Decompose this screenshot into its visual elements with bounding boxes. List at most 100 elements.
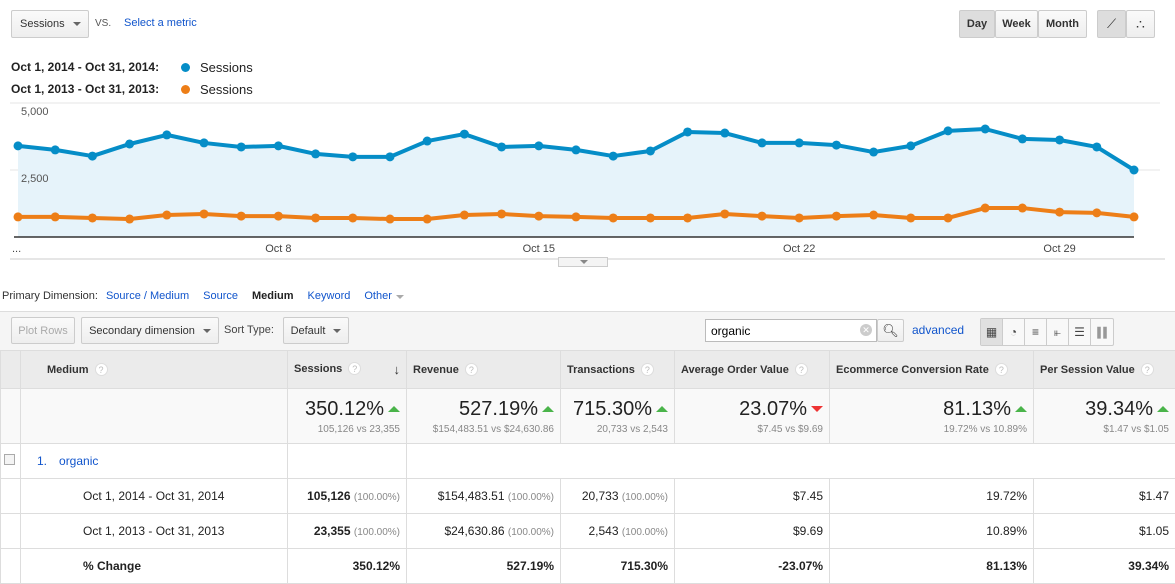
help-icon[interactable]: ? bbox=[95, 363, 108, 376]
header-ecommerce-conversion-rate[interactable]: Ecommerce Conversion Rate? bbox=[830, 351, 1034, 389]
data-point bbox=[1055, 135, 1064, 144]
arrow-down-icon bbox=[811, 406, 823, 412]
select-metric-link[interactable]: Select a metric bbox=[124, 17, 197, 29]
comparison-icon: ⫦ bbox=[1054, 325, 1061, 340]
data-point bbox=[348, 213, 357, 222]
table-row: Oct 1, 2013 - Oct 31, 2013 23,355 (100.0… bbox=[1, 514, 1175, 549]
legend: Oct 1, 2014 - Oct 31, 2014:Sessions Oct … bbox=[11, 56, 253, 100]
metric-dropdown[interactable]: Sessions bbox=[11, 10, 89, 38]
data-point bbox=[758, 138, 767, 147]
data-point bbox=[274, 141, 283, 150]
line-chart-button[interactable]: ⟋ bbox=[1097, 10, 1126, 38]
legend-label: Sessions bbox=[200, 60, 253, 75]
performance-view-button[interactable]: ≡ bbox=[1025, 319, 1047, 345]
header-per-session-value[interactable]: Per Session Value? bbox=[1034, 351, 1175, 389]
data-table: Medium? Sessions?↓ Revenue? Transactions… bbox=[0, 350, 1175, 584]
dimension-medium[interactable]: Medium bbox=[252, 290, 294, 302]
summary-cell: 715.30%20,733 vs 2,543 bbox=[561, 389, 675, 444]
table-view-button[interactable]: ▦ bbox=[981, 319, 1003, 345]
bar-chart-icon: ≡ bbox=[1032, 325, 1039, 339]
line-chart-icon: ⟋ bbox=[1107, 16, 1116, 32]
grid-icon: ▦ bbox=[986, 325, 997, 339]
data-point bbox=[869, 148, 878, 157]
comparison-view-button[interactable]: ⫦ bbox=[1047, 319, 1069, 345]
header-medium[interactable]: Medium? bbox=[21, 351, 288, 389]
help-icon[interactable]: ? bbox=[348, 362, 361, 375]
header-average-order-value[interactable]: Average Order Value? bbox=[675, 351, 830, 389]
organic-link[interactable]: organic bbox=[59, 454, 98, 468]
chevron-down-icon bbox=[396, 295, 404, 299]
x-tick-label: Oct 15 bbox=[523, 243, 555, 255]
data-point bbox=[460, 130, 469, 139]
data-point bbox=[125, 215, 134, 224]
chevron-down-icon bbox=[203, 329, 211, 333]
help-icon[interactable]: ? bbox=[995, 363, 1008, 376]
chevron-down-icon bbox=[73, 22, 81, 26]
data-point bbox=[311, 213, 320, 222]
chevron-down-icon bbox=[333, 329, 341, 333]
data-point bbox=[51, 212, 60, 221]
data-point bbox=[720, 129, 729, 138]
data-point bbox=[795, 213, 804, 222]
header-transactions[interactable]: Transactions? bbox=[561, 351, 675, 389]
data-point bbox=[423, 215, 432, 224]
data-point bbox=[609, 152, 618, 161]
search-button[interactable]: 🔍︎ bbox=[877, 319, 904, 342]
dimension-other[interactable]: Other bbox=[364, 290, 404, 302]
help-icon[interactable]: ? bbox=[795, 363, 808, 376]
x-tick-label: Oct 29 bbox=[1043, 243, 1075, 255]
data-point bbox=[869, 211, 878, 220]
data-point bbox=[534, 212, 543, 221]
select-all-checkbox[interactable] bbox=[1, 351, 21, 389]
header-revenue[interactable]: Revenue? bbox=[407, 351, 561, 389]
dimension-source[interactable]: Source bbox=[203, 290, 238, 302]
dimension-keyword[interactable]: Keyword bbox=[308, 290, 351, 302]
data-point bbox=[460, 211, 469, 220]
data-point bbox=[200, 138, 209, 147]
header-sessions[interactable]: Sessions?↓ bbox=[288, 351, 407, 389]
data-point bbox=[832, 141, 841, 150]
month-button[interactable]: Month bbox=[1038, 10, 1087, 38]
help-icon[interactable]: ? bbox=[1141, 363, 1154, 376]
data-point bbox=[1055, 208, 1064, 217]
dimension-source-medium[interactable]: Source / Medium bbox=[106, 290, 189, 302]
secondary-dimension-dropdown[interactable]: Secondary dimension bbox=[81, 317, 219, 344]
arrow-up-icon bbox=[1015, 406, 1027, 412]
data-point bbox=[795, 138, 804, 147]
data-point bbox=[981, 124, 990, 133]
week-button[interactable]: Week bbox=[995, 10, 1038, 38]
pie-view-button[interactable]: ◔ bbox=[1003, 319, 1025, 345]
data-point bbox=[981, 204, 990, 213]
bubble-chart-icon: ∴ bbox=[1136, 16, 1145, 33]
motion-chart-button[interactable]: ∴ bbox=[1126, 10, 1155, 38]
row-checkbox[interactable] bbox=[1, 444, 21, 479]
advanced-filter-link[interactable]: advanced bbox=[912, 323, 964, 337]
chart-resize-handle[interactable] bbox=[558, 257, 608, 267]
data-point bbox=[1018, 134, 1027, 143]
table-search-input[interactable] bbox=[705, 319, 877, 342]
plot-rows-button[interactable]: Plot Rows bbox=[11, 317, 75, 344]
primary-dimension: Primary Dimension: Source / Medium Sourc… bbox=[2, 290, 404, 302]
data-point bbox=[497, 209, 506, 218]
data-point bbox=[88, 213, 97, 222]
table-row: Oct 1, 2014 - Oct 31, 2014 105,126 (100.… bbox=[1, 479, 1175, 514]
data-point bbox=[200, 209, 209, 218]
help-icon[interactable]: ? bbox=[465, 363, 478, 376]
primary-dimension-label: Primary Dimension: bbox=[2, 290, 98, 302]
help-icon[interactable]: ? bbox=[641, 363, 654, 376]
summary-cell: 81.13%19.72% vs 10.89% bbox=[830, 389, 1034, 444]
pivot-view-button[interactable]: ∥∥ bbox=[1091, 319, 1113, 345]
data-point bbox=[1130, 166, 1139, 175]
data-point bbox=[609, 213, 618, 222]
clear-search-icon[interactable]: ✕ bbox=[860, 324, 872, 336]
term-cloud-button[interactable]: ☰ bbox=[1069, 319, 1091, 345]
arrow-up-icon bbox=[656, 406, 668, 412]
data-point bbox=[125, 140, 134, 149]
data-point bbox=[348, 152, 357, 161]
data-point bbox=[311, 149, 320, 158]
summary-cell: 350.12%105,126 vs 23,355 bbox=[288, 389, 407, 444]
data-point bbox=[944, 213, 953, 222]
sort-type-dropdown[interactable]: Default bbox=[283, 317, 349, 344]
data-point bbox=[423, 137, 432, 146]
day-button[interactable]: Day bbox=[959, 10, 995, 38]
